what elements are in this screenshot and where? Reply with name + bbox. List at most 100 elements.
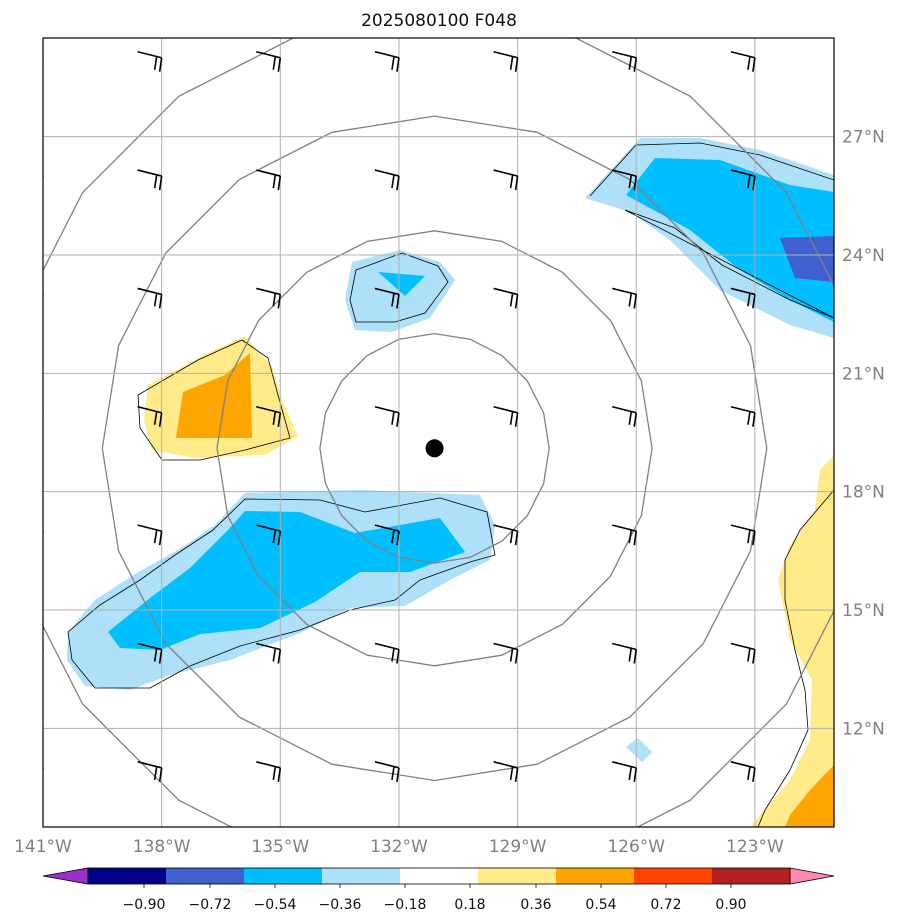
wind-barb [493, 169, 519, 191]
wind-barb [137, 50, 163, 72]
colorbar-segment [88, 868, 166, 884]
wind-barb [43, 530, 44, 537]
lat-tick-label: 15°N [842, 601, 885, 621]
lat-lon-grid [43, 38, 834, 827]
lon-tick-label: 135°W [251, 837, 309, 857]
range-ring [43, 38, 834, 827]
plot-area [43, 38, 834, 827]
lon-tick-label: 132°W [370, 837, 428, 857]
wind-barb [374, 761, 400, 782]
wind-barb [730, 524, 756, 546]
wind-barb [137, 642, 163, 664]
wind-barb [256, 169, 282, 191]
wind-barb [43, 175, 44, 182]
wind-barb [612, 169, 638, 191]
lat-tick-label: 21°N [842, 364, 885, 384]
range-ring [216, 230, 653, 667]
colorbar-segment [556, 868, 634, 884]
colorbar-segment [400, 868, 478, 884]
colorbar-extend-high [789, 867, 835, 885]
lon-tick-label: 138°W [133, 837, 191, 857]
colorbar-tick-label: 0.72 [650, 897, 681, 913]
colorbar-tick-label: 0.18 [454, 897, 485, 913]
colorbar-tick-label: −0.90 [123, 897, 166, 913]
shade-tiny-se [626, 738, 652, 762]
shade-ne-dark [780, 236, 834, 282]
wind-barb [256, 524, 282, 546]
wind-barb [137, 287, 163, 309]
wind-barb [374, 524, 400, 546]
wind-barb [493, 287, 519, 309]
shade-east-yellow [750, 455, 834, 827]
wind-barb [43, 293, 44, 301]
wind-barb [612, 642, 638, 664]
range-ring [101, 115, 768, 782]
colorbar-tick-label: 0.36 [520, 897, 551, 913]
wind-barb [374, 405, 400, 427]
wind-barb [43, 767, 44, 774]
contour-ne [589, 142, 834, 319]
wind-barb [137, 761, 163, 782]
wind-barb [43, 411, 44, 419]
wind-barb [730, 405, 756, 427]
colorbar-tick-label: 0.54 [585, 897, 616, 913]
wind-barb [374, 50, 400, 72]
range-ring [319, 332, 550, 564]
wind-barb [43, 56, 44, 64]
wind-barb [256, 405, 282, 427]
contour-sw [67, 497, 496, 689]
contour-lines [67, 142, 834, 827]
shade-east-orange [785, 765, 834, 827]
colorbar-tick-label: −0.36 [319, 897, 362, 913]
wind-barbs [43, 50, 756, 782]
colorbar-segment [244, 868, 322, 884]
wind-barb [256, 642, 282, 664]
colorbar: −0.90 −0.72 −0.54 −0.36 −0.18 0.18 0.36 0.54 0.7… [42, 867, 835, 913]
shade-north-mid [378, 272, 425, 296]
range-rings [43, 38, 834, 827]
lon-tick-label: 141°W [14, 837, 72, 857]
wind-barb [612, 287, 638, 309]
colorbar-tick-label: −0.54 [254, 897, 297, 913]
wind-barb [374, 287, 400, 309]
colorbar-segment [712, 868, 790, 884]
storm-center-marker [425, 439, 444, 458]
wind-barb [137, 169, 163, 191]
colorbar-segment [322, 868, 400, 884]
wind-barb [137, 405, 163, 427]
wind-barb [493, 761, 519, 782]
wind-barb [374, 169, 400, 191]
contour-west [137, 339, 291, 461]
wind-barb [493, 50, 519, 72]
wind-barb [137, 524, 163, 546]
plot-frame [42, 37, 835, 828]
wind-barb [256, 761, 282, 782]
colorbar-segment [478, 868, 556, 884]
contour-east [757, 489, 834, 827]
colorbar-tick-label: −0.18 [384, 897, 427, 913]
contour-north [349, 252, 449, 323]
wind-barb [256, 50, 282, 72]
latitude-labels: 27°N 24°N 21°N 18°N 15°N 12°N [842, 128, 885, 740]
wind-barb [612, 405, 638, 427]
colorbar-tick-label: 0.90 [715, 897, 746, 913]
wind-barb [256, 287, 282, 309]
lat-tick-label: 27°N [842, 128, 885, 148]
shade-ne-mid [626, 158, 834, 322]
lon-tick-label: 129°W [489, 837, 547, 857]
lon-tick-label: 126°W [607, 837, 665, 857]
colorbar-segment [634, 868, 712, 884]
wind-barb [730, 761, 756, 782]
longitude-labels: 141°W 138°W 135°W 132°W 129°W 126°W 123°W [14, 837, 784, 857]
shaded-field [67, 138, 834, 827]
wind-barb [612, 761, 638, 782]
lat-tick-label: 18°N [842, 483, 885, 503]
shade-west-orange [176, 353, 252, 438]
wind-barb [612, 50, 638, 72]
colorbar-extend-low [42, 867, 89, 885]
wind-barb [730, 642, 756, 664]
wind-barb [730, 50, 756, 72]
wind-barb [374, 642, 400, 664]
wind-barb [43, 648, 44, 656]
